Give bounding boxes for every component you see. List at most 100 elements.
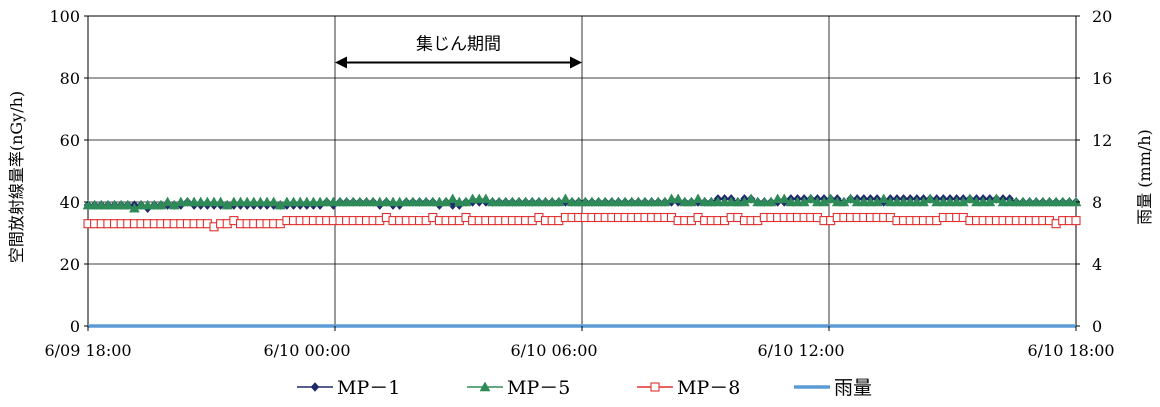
annotation-arrowhead-left (335, 56, 347, 69)
data-point (613, 196, 624, 207)
data-point (805, 193, 817, 204)
data-point (679, 196, 691, 207)
legend-label: MP－1 (337, 377, 400, 399)
data-point (619, 196, 631, 207)
data-point (639, 196, 651, 207)
data-point (374, 196, 386, 207)
data-point (268, 196, 280, 207)
data-point (884, 196, 896, 207)
data-point (520, 196, 532, 207)
data-point (831, 196, 843, 207)
data-point (162, 196, 173, 207)
data-point (878, 193, 890, 204)
data-point (467, 193, 479, 204)
y-tick-label-left: 100 (49, 7, 80, 26)
data-point (281, 196, 293, 207)
y-tick-label-right: 16 (1092, 69, 1112, 88)
y-tick-label-right: 12 (1092, 131, 1112, 150)
data-point (95, 199, 107, 210)
data-point (865, 196, 876, 207)
data-point (1030, 196, 1042, 207)
data-point (487, 196, 498, 207)
data-point (135, 199, 147, 210)
data-point (732, 196, 744, 207)
legend-swatch-marker (650, 382, 660, 392)
y-tick-label-left: 80 (60, 69, 80, 88)
data-point (109, 199, 120, 210)
data-point (394, 196, 406, 207)
y-tick-label-left: 60 (60, 131, 80, 150)
data-point (341, 196, 353, 207)
data-point (148, 199, 160, 210)
y-axis-label-right: 雨量 (mm/h) (1135, 129, 1154, 225)
legend-item: MP－8 (637, 377, 740, 399)
annotation: 集じん期間 (335, 35, 582, 69)
legend-label: 雨量 (834, 377, 872, 399)
data-point (845, 193, 856, 204)
data-point (1024, 196, 1036, 207)
data-point (1063, 196, 1075, 207)
data-point (493, 196, 505, 207)
legend-item: MP－1 (297, 377, 400, 399)
y-tick-label-left: 0 (70, 317, 80, 336)
data-point (752, 196, 764, 207)
data-point (825, 193, 837, 204)
data-point (586, 196, 598, 207)
data-point (327, 196, 339, 207)
data-point (361, 196, 372, 207)
data-point (593, 196, 605, 207)
data-point (115, 199, 127, 210)
data-point (626, 196, 638, 207)
y-tick-label-right: 0 (1092, 317, 1102, 336)
data-point (606, 196, 618, 207)
data-point (473, 193, 485, 204)
data-point (712, 196, 724, 207)
data-point (566, 196, 578, 207)
y-tick-label-left: 20 (60, 255, 80, 274)
y-tick-label-right: 8 (1092, 193, 1102, 212)
data-point (1057, 196, 1069, 207)
data-point (931, 196, 943, 207)
data-point (294, 196, 306, 207)
data-point (301, 196, 313, 207)
data-point (951, 196, 963, 207)
data-point (195, 196, 207, 207)
data-point (911, 196, 923, 207)
x-tick-label: 6/09 18:00 (44, 341, 131, 360)
data-point (898, 196, 910, 207)
data-point (672, 193, 684, 204)
annotation-arrowhead-right (570, 56, 582, 69)
data-point (354, 196, 366, 207)
data-point (991, 193, 1002, 204)
data-point (1004, 196, 1016, 207)
data-point (546, 196, 558, 207)
data-point (573, 196, 585, 207)
series-2 (82, 193, 1082, 213)
data-point (142, 199, 154, 210)
data-point (208, 196, 220, 207)
data-point (772, 193, 784, 204)
y-axis-label-left: 空間放射線量率(nGy/h) (7, 91, 26, 263)
legend-item: 雨量 (794, 377, 872, 399)
data-point (288, 196, 299, 207)
data-point (1071, 216, 1081, 226)
legend-item: MP－5 (467, 377, 570, 399)
series-3 (83, 212, 1081, 232)
data-point (447, 193, 459, 204)
data-point (944, 196, 956, 207)
data-point (122, 199, 134, 210)
data-point (513, 196, 525, 207)
legend-swatch-marker (310, 382, 320, 392)
data-point (937, 196, 949, 207)
data-point (387, 196, 399, 207)
data-point (414, 196, 425, 207)
data-point (506, 196, 518, 207)
data-point (891, 196, 903, 207)
data-point (758, 196, 770, 207)
data-point (652, 196, 664, 207)
data-point (261, 196, 273, 207)
y-tick-label-left: 40 (60, 193, 80, 212)
data-point (500, 196, 512, 207)
data-point (725, 196, 737, 207)
